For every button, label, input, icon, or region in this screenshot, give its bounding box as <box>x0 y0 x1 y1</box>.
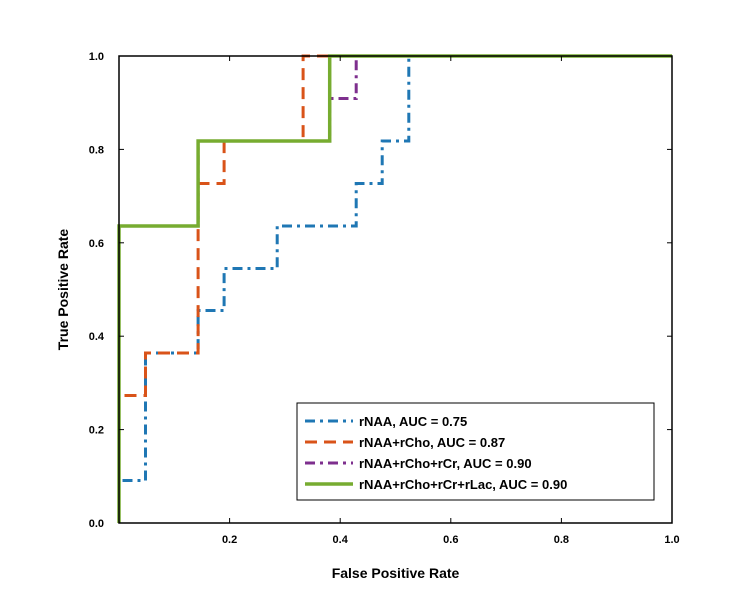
y-tick-label: 1.0 <box>89 51 104 63</box>
y-tick-label: 0.4 <box>89 331 105 343</box>
legend-box <box>296 402 655 501</box>
y-tick-label: 0.8 <box>89 144 104 156</box>
x-tick-label: 0.8 <box>554 534 569 546</box>
x-tick-label: 0.2 <box>222 534 237 546</box>
y-tick-label: 0.2 <box>89 425 104 437</box>
plot-frame <box>118 55 673 524</box>
ticks-layer: 0.2 0.4 0.6 0.8 1.0 0.0 0.2 0.4 0.6 0.8 1.0 <box>89 51 680 546</box>
x-axis-label: False Positive Rate <box>332 565 460 581</box>
x-tick-label: 1.0 <box>664 534 679 546</box>
legend-label-3: rNAA+rCho+rCr, AUC = 0.90 <box>359 456 532 471</box>
y-tick-label: 0.6 <box>89 238 104 250</box>
legend: rNAA, AUC = 0.75 rNAA+rCho, AUC = 0.87 rNA… <box>296 402 655 501</box>
y-tick-label: 0.0 <box>89 518 104 530</box>
legend-label-1: rNAA, AUC = 0.75 <box>359 414 467 429</box>
legend-label-2: rNAA+rCho, AUC = 0.87 <box>359 435 505 450</box>
x-tick-label: 0.6 <box>443 534 458 546</box>
legend-label-4: rNAA+rCho+rCr+rLac, AUC = 0.90 <box>359 477 567 492</box>
y-axis-label: True Positive Rate <box>55 229 71 351</box>
x-tick-label: 0.4 <box>333 534 349 546</box>
